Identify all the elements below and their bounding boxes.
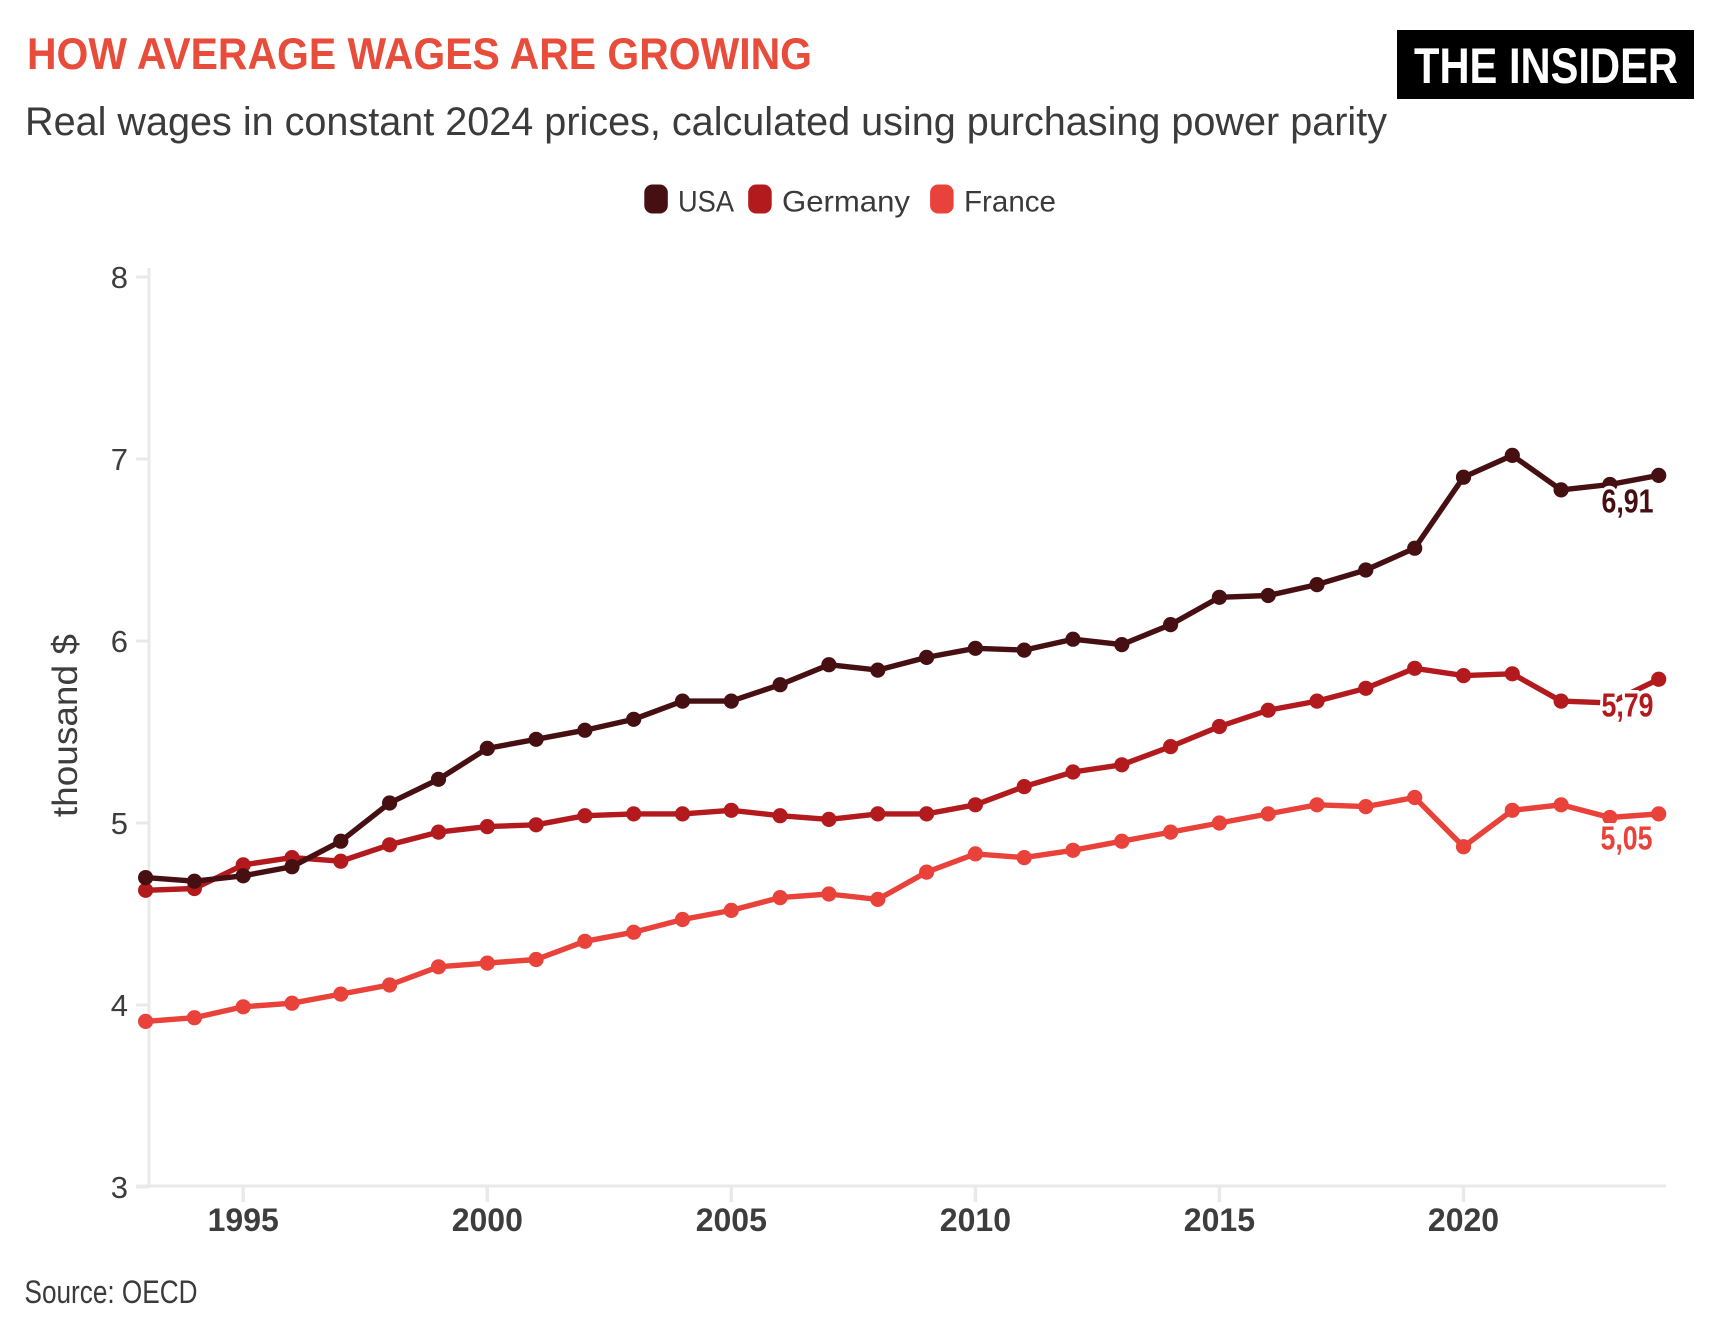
svg-text:3: 3 [111,1170,128,1205]
svg-text:2015: 2015 [1184,1202,1255,1238]
svg-text:6,91: 6,91 [1602,483,1654,520]
svg-text:Source: OECD: Source: OECD [25,1274,198,1310]
svg-text:France: France [964,186,1056,219]
svg-text:thousand $: thousand $ [46,634,85,817]
svg-text:5,05: 5,05 [1601,820,1653,857]
svg-text:2000: 2000 [452,1202,523,1238]
svg-text:Germany: Germany [782,186,910,219]
svg-text:USA: USA [678,186,734,219]
svg-text:THE INSIDER: THE INSIDER [1414,38,1678,94]
svg-text:5: 5 [111,806,128,841]
svg-text:2005: 2005 [696,1202,767,1238]
svg-text:8: 8 [111,260,128,295]
svg-text:7: 7 [111,442,128,477]
svg-text:Real wages in constant 2024 pr: Real wages in constant 2024 prices, calc… [25,100,1387,144]
svg-text:1995: 1995 [208,1202,279,1238]
svg-text:2020: 2020 [1428,1202,1499,1238]
svg-text:4: 4 [111,988,128,1023]
svg-text:2010: 2010 [940,1202,1011,1238]
svg-text:5,79: 5,79 [1602,687,1654,724]
svg-text:HOW AVERAGE WAGES ARE GROWING: HOW AVERAGE WAGES ARE GROWING [27,30,812,79]
svg-text:6: 6 [111,624,128,659]
